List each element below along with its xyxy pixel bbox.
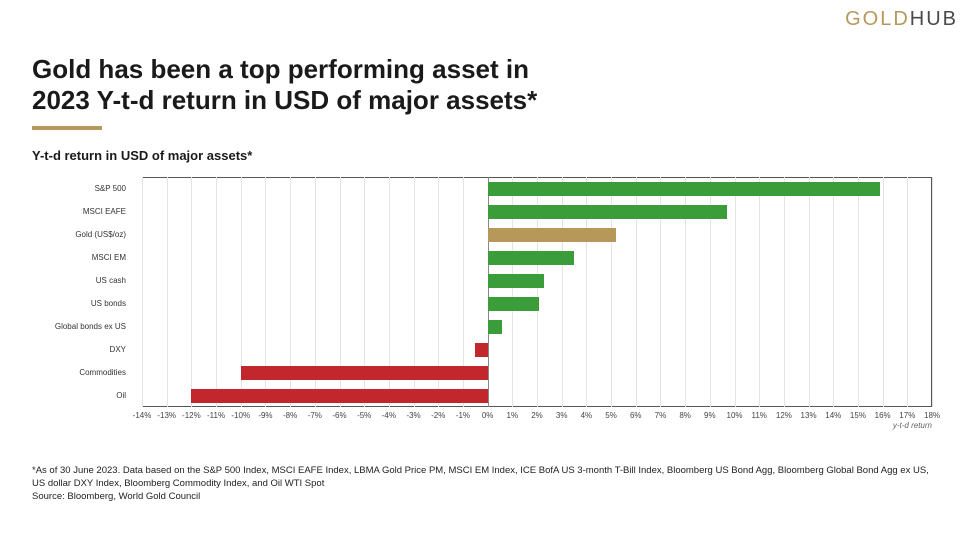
bar (488, 274, 545, 288)
xaxis-tick: 15% (850, 411, 866, 420)
bar-row: Gold (US$/oz) (32, 224, 944, 246)
xaxis-tick: 4% (581, 411, 593, 420)
bar (488, 251, 574, 265)
xaxis-tick: 7% (655, 411, 667, 420)
xaxis-tick: -3% (406, 411, 420, 420)
xaxis-label: y-t-d return (893, 421, 932, 430)
xaxis-tick: 18% (924, 411, 940, 420)
category-label: US bonds (32, 293, 134, 315)
bar-row: US bonds (32, 293, 944, 315)
xaxis-tick: -10% (231, 411, 250, 420)
brand-logo: GOLDHUB (845, 8, 958, 31)
xaxis-tick: 16% (875, 411, 891, 420)
bar-row: Oil (32, 385, 944, 407)
xaxis-tick: 2% (531, 411, 543, 420)
xaxis-tick: -12% (182, 411, 201, 420)
bar-row: MSCI EM (32, 247, 944, 269)
chart-container: -14% -13% -12% -11% -10% -9% -8% -7% -6% -5% -4% -3… (32, 173, 944, 443)
category-label: Gold (US$/oz) (32, 224, 134, 246)
bar-row: Global bonds ex US (32, 316, 944, 338)
title-underline (32, 126, 102, 130)
xaxis-tick: 3% (556, 411, 568, 420)
xaxis-tick: -9% (258, 411, 272, 420)
xaxis-tick: -6% (332, 411, 346, 420)
category-label: US cash (32, 270, 134, 292)
xaxis-tick: 1% (507, 411, 519, 420)
xaxis-tick: 11% (751, 411, 766, 420)
xaxis-tick: -1% (456, 411, 470, 420)
bar-row: MSCI EAFE (32, 201, 944, 223)
page-title: Gold has been a top performing asset in … (32, 54, 944, 116)
xaxis-tick: -11% (207, 411, 225, 420)
bar (488, 205, 727, 219)
brand-part2: HUB (910, 8, 958, 30)
category-label: Oil (32, 385, 134, 407)
xaxis-tick: -7% (308, 411, 322, 420)
xaxis-tick: 12% (776, 411, 792, 420)
xaxis-tick: -5% (357, 411, 371, 420)
xaxis-tick: 6% (630, 411, 642, 420)
xaxis-tick: 10% (726, 411, 742, 420)
bar (475, 343, 487, 357)
category-label: DXY (32, 339, 134, 361)
category-label: Commodities (32, 362, 134, 384)
xaxis-tick: 0% (482, 411, 494, 420)
xaxis-tick: -13% (157, 411, 176, 420)
title-line2: 2023 Y-t-d return in USD of major assets… (32, 85, 537, 115)
xaxis-tick: -14% (133, 411, 152, 420)
xaxis-tick: 14% (825, 411, 841, 420)
footnote-line2: Source: Bloomberg, World Gold Council (32, 491, 944, 504)
footnote-line1: *As of 30 June 2023. Data based on the S… (32, 465, 944, 491)
bar (241, 366, 488, 380)
category-label: MSCI EAFE (32, 201, 134, 223)
bar (488, 297, 540, 311)
footnote: *As of 30 June 2023. Data based on the S… (32, 465, 944, 503)
category-label: Global bonds ex US (32, 316, 134, 338)
title-line1: Gold has been a top performing asset in (32, 54, 529, 84)
bar-row: Commodities (32, 362, 944, 384)
xaxis-tick: -4% (382, 411, 396, 420)
bar-row: DXY (32, 339, 944, 361)
brand-part1: GOLD (845, 8, 910, 30)
bar (191, 389, 487, 403)
ytd-return-chart: -14% -13% -12% -11% -10% -9% -8% -7% -6% -5% -4% -3… (32, 173, 944, 443)
xaxis-tick: 9% (704, 411, 716, 420)
xaxis-tick: 13% (801, 411, 817, 420)
category-label: S&P 500 (32, 178, 134, 200)
bar (488, 182, 881, 196)
chart-subtitle: Y-t-d return in USD of major assets* (32, 148, 944, 163)
bar-row: US cash (32, 270, 944, 292)
bar (488, 228, 616, 242)
xaxis-tick: 17% (899, 411, 915, 420)
xaxis-tick: 8% (679, 411, 691, 420)
xaxis-tick: -2% (431, 411, 445, 420)
xaxis-tick: -8% (283, 411, 297, 420)
category-label: MSCI EM (32, 247, 134, 269)
page-root: GOLDHUB Gold has been a top performing a… (0, 0, 976, 548)
xaxis-tick: 5% (605, 411, 617, 420)
bar (488, 320, 503, 334)
bar-row: S&P 500 (32, 178, 944, 200)
